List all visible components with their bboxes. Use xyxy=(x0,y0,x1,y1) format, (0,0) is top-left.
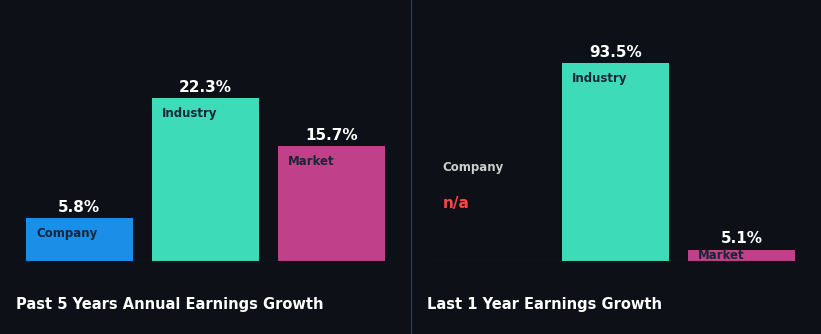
Text: Industry: Industry xyxy=(162,107,218,120)
Text: Past 5 Years Annual Earnings Growth: Past 5 Years Annual Earnings Growth xyxy=(16,297,324,312)
Bar xyxy=(277,146,385,261)
Text: 15.7%: 15.7% xyxy=(305,128,357,143)
Bar xyxy=(26,218,133,261)
Text: Market: Market xyxy=(698,248,745,262)
Text: Market: Market xyxy=(287,155,334,168)
Text: Company: Company xyxy=(36,227,97,240)
Text: 5.1%: 5.1% xyxy=(721,231,763,246)
Text: 93.5%: 93.5% xyxy=(589,45,642,59)
Text: n/a: n/a xyxy=(443,195,470,210)
Bar xyxy=(152,98,259,261)
Text: Industry: Industry xyxy=(572,72,628,85)
Text: Company: Company xyxy=(443,161,504,174)
Text: 5.8%: 5.8% xyxy=(58,200,100,215)
Text: Last 1 Year Earnings Growth: Last 1 Year Earnings Growth xyxy=(427,297,662,312)
Bar xyxy=(562,63,669,261)
Bar xyxy=(688,250,795,261)
Text: 22.3%: 22.3% xyxy=(179,80,232,95)
